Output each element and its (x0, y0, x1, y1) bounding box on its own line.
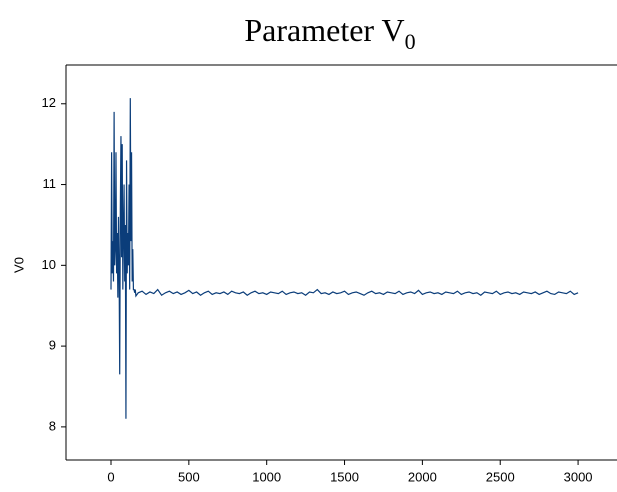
chart-title: Parameter V0 (244, 12, 415, 54)
x-tick-label: 500 (178, 469, 200, 484)
y-tick-label: 12 (42, 95, 56, 110)
y-tick-label: 10 (42, 257, 56, 272)
x-tick-label: 2500 (486, 469, 515, 484)
title-main: Parameter V (244, 12, 404, 48)
title-subscript: 0 (405, 29, 416, 54)
x-tick-label: 3000 (564, 469, 593, 484)
x-tick-label: 1500 (330, 469, 359, 484)
y-tick-label: 11 (43, 176, 57, 191)
x-tick-label: 2000 (408, 469, 437, 484)
x-tick-label: 0 (107, 469, 114, 484)
y-axis-label: V0 (11, 257, 26, 273)
trace-line (110, 98, 579, 419)
y-tick-label: 8 (49, 418, 56, 433)
y-tick-label: 9 (49, 338, 56, 353)
x-tick-label: 1000 (252, 469, 281, 484)
